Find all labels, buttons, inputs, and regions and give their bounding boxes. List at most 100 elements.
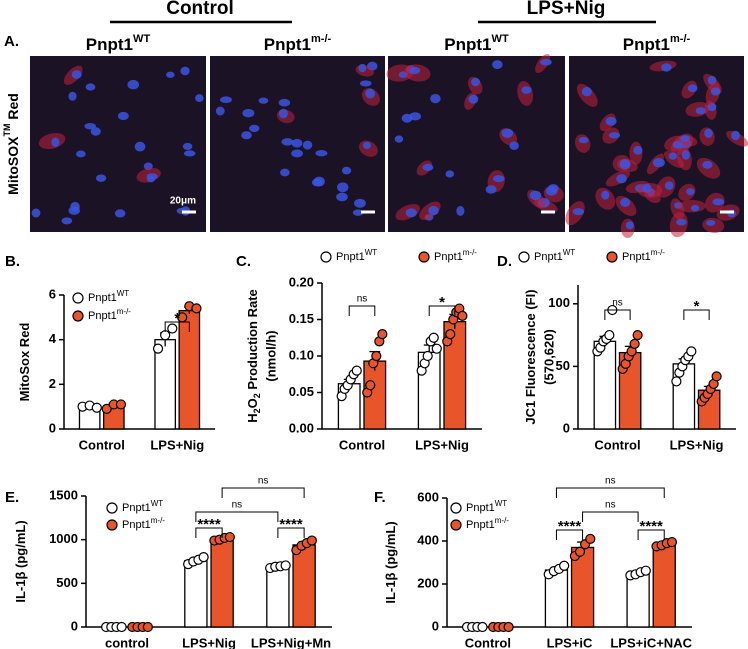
- nucleus: [291, 138, 303, 148]
- significance-label: *: [439, 294, 445, 311]
- nucleus: [731, 130, 740, 141]
- data-point: [91, 402, 102, 413]
- nucleus: [608, 132, 621, 139]
- y-tick-label: 0.20: [289, 274, 314, 289]
- nucleus: [127, 79, 140, 90]
- nucleus: [652, 158, 665, 168]
- nucleus: [258, 97, 269, 104]
- text-part: MitoSOX: [5, 136, 21, 195]
- text-part: Pnpt1: [122, 519, 151, 531]
- nucleus: [182, 142, 193, 151]
- nucleus: [471, 77, 480, 87]
- x-tick-label: control: [105, 635, 149, 649]
- text-part: Pnpt1: [264, 35, 311, 54]
- y-tick-label: 0.00: [289, 420, 314, 435]
- y-tick-label: 500: [56, 575, 78, 590]
- nucleus: [706, 219, 716, 226]
- significance-bracket: [555, 529, 584, 540]
- data-point: [629, 338, 640, 349]
- text-part: O: [245, 398, 260, 408]
- data-point: [574, 546, 586, 557]
- y-tick-label: 100: [548, 295, 570, 310]
- data-point: [671, 376, 682, 387]
- nucleus: [681, 150, 690, 160]
- data-point: [428, 332, 439, 343]
- data-point: [160, 330, 171, 341]
- nucleus: [394, 135, 404, 143]
- nucleus: [90, 127, 101, 136]
- significance-bracket: [164, 321, 190, 332]
- text-part: m-/-: [651, 248, 666, 257]
- data-point: [377, 329, 388, 340]
- nucleus: [702, 160, 713, 169]
- text-part: Pnpt1: [336, 251, 365, 263]
- x-tick-label: Control: [339, 437, 385, 452]
- bar: [652, 543, 676, 628]
- text-part: m-/-: [463, 248, 478, 257]
- text-part: TM: [2, 124, 12, 137]
- text-part: m-/-: [151, 516, 166, 525]
- nucleus: [686, 188, 695, 196]
- data-point: [559, 560, 570, 571]
- significance-label: ****: [197, 516, 221, 533]
- data-point: [152, 343, 164, 354]
- significance-bracket: [604, 309, 631, 320]
- y-axis-label: JC1 Fluorescence (FI): [523, 289, 538, 424]
- nucleus: [180, 66, 190, 76]
- bar: [292, 544, 316, 628]
- column-label: Pnpt1m-/-: [623, 33, 691, 54]
- data-point: [365, 380, 376, 391]
- nucleus: [625, 221, 634, 230]
- nucleus: [409, 66, 421, 75]
- significance-bracket: [348, 305, 376, 316]
- nucleus: [195, 94, 204, 102]
- y-tick-label: 0.05: [289, 384, 314, 399]
- y-tick-label: 1500: [49, 487, 78, 502]
- bar: [210, 538, 234, 628]
- data-point: [632, 329, 643, 341]
- y-tick-label: 1000: [49, 531, 78, 546]
- data-point: [640, 565, 651, 576]
- x-tick-label: LPS+Nig: [150, 437, 204, 452]
- text-part: JC1 Fluorescence (FI): [523, 289, 538, 424]
- nucleus: [117, 111, 129, 121]
- significance-label: ****: [558, 518, 582, 535]
- nucleus: [572, 208, 585, 216]
- nucleus: [134, 141, 146, 152]
- nucleus: [341, 166, 352, 175]
- y-axis-label: H2O2 Production Rate: [245, 289, 262, 423]
- text-part: Pnpt1: [623, 35, 670, 54]
- text-part: WT: [133, 33, 150, 45]
- nucleus: [280, 168, 290, 177]
- text-part: Pnpt1: [444, 35, 491, 54]
- data-point: [306, 535, 317, 546]
- nucleus: [291, 149, 303, 158]
- nucleus: [241, 131, 252, 140]
- nucleus: [51, 137, 60, 148]
- panel-letter: D.: [497, 253, 512, 270]
- data-point: [198, 552, 209, 563]
- data-point: [167, 323, 178, 334]
- data-point: [503, 621, 514, 633]
- nucleus: [661, 63, 672, 72]
- legend-label: Pnpt1m-/-: [466, 516, 509, 531]
- legend-label: Pnpt1WT: [88, 289, 129, 304]
- nucleus: [71, 70, 82, 79]
- column-label: Pnpt1m-/-: [264, 33, 332, 54]
- nucleus: [31, 208, 41, 218]
- data-point: [351, 365, 362, 376]
- text-part: Pnpt1: [88, 310, 117, 322]
- legend-label: Pnpt1m-/-: [88, 307, 131, 322]
- data-point: [445, 329, 456, 340]
- data-point: [604, 329, 615, 341]
- text-part: Pnpt1: [466, 519, 495, 531]
- data-point: [142, 621, 153, 633]
- nucleus: [281, 138, 294, 146]
- text-part: WT: [492, 33, 509, 45]
- y-tick-label: 200: [417, 575, 439, 590]
- nucleus: [704, 128, 713, 138]
- text-part: Pnpt1: [622, 251, 651, 263]
- panel-letter: E.: [5, 489, 19, 506]
- y-axis-label: (nmol/h): [263, 330, 278, 381]
